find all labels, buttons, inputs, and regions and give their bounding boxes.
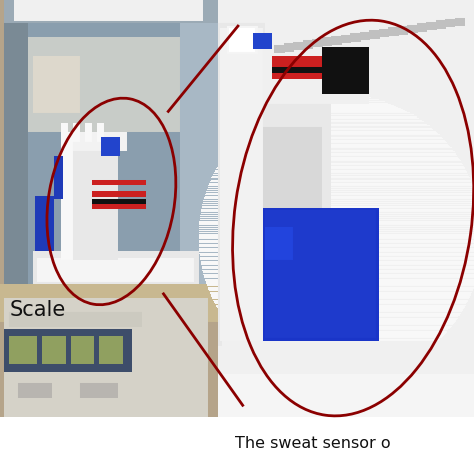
Text: Scale: Scale: [9, 301, 66, 320]
Text: The sweat sensor o: The sweat sensor o: [235, 436, 390, 451]
